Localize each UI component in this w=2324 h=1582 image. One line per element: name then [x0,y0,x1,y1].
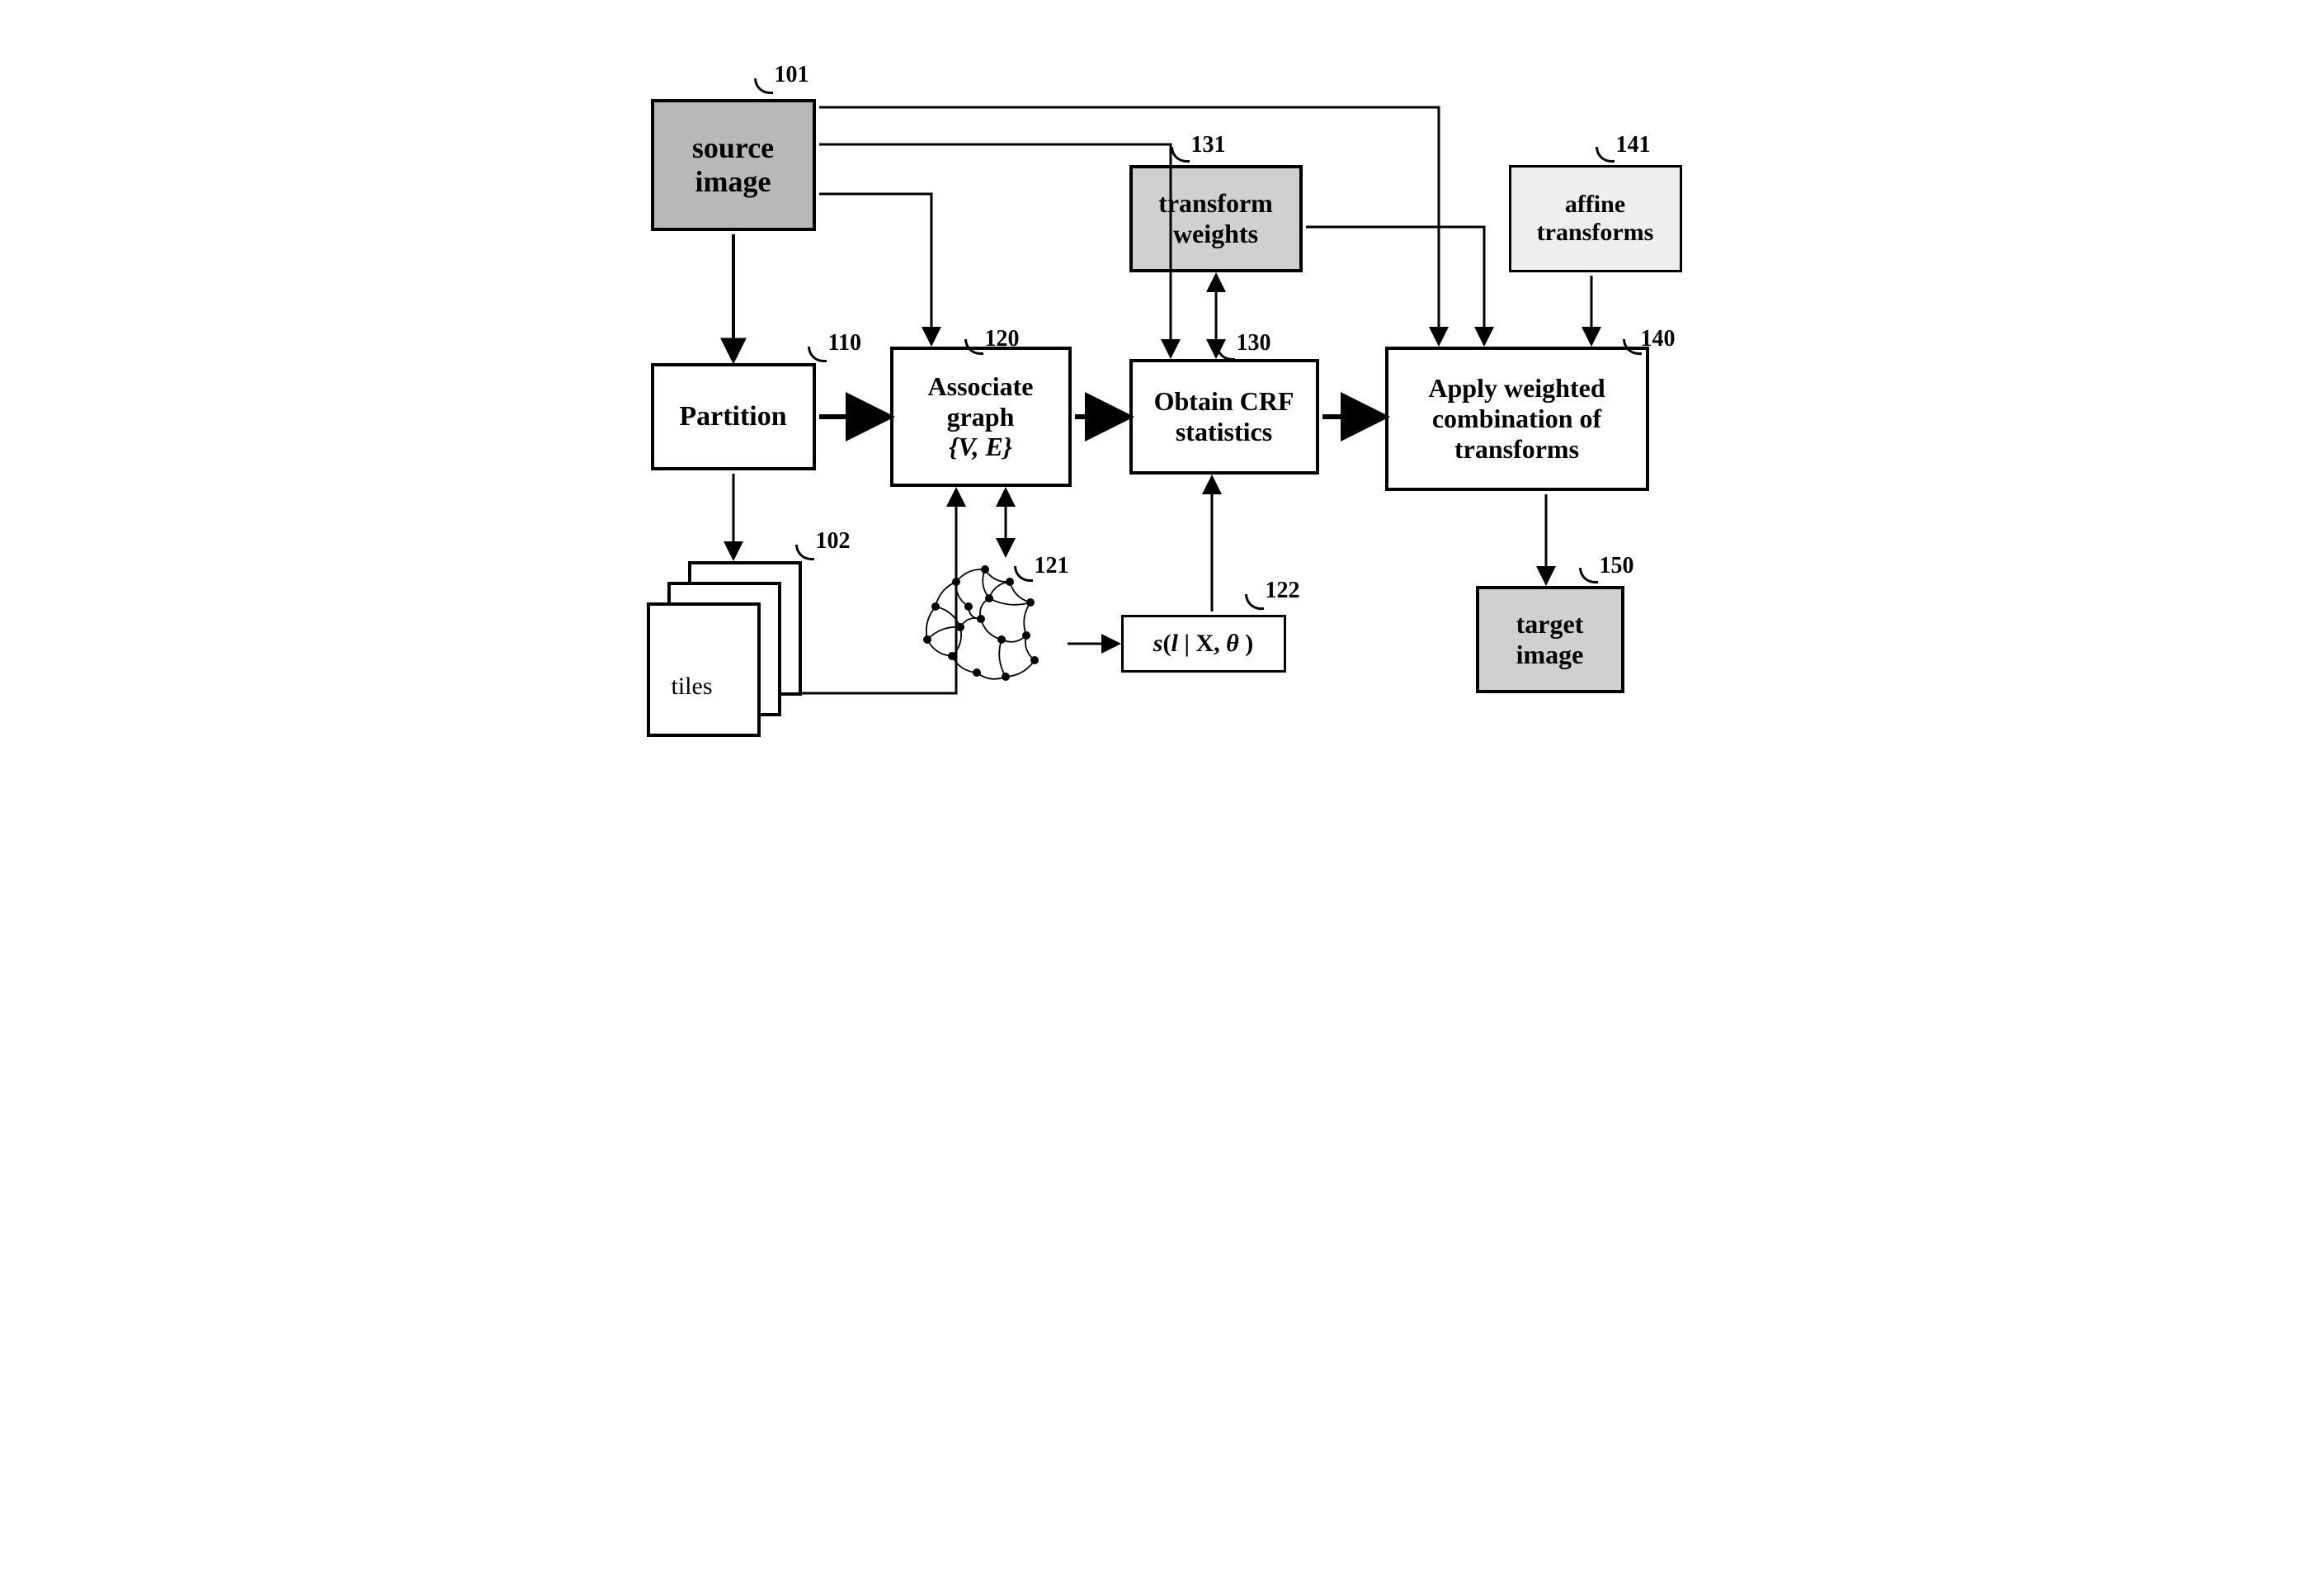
ref-leader [754,78,773,94]
node-tiles: tiles [647,561,804,734]
node-label: s(l | X, θ ) [1153,630,1253,659]
node-apply-weighted: Apply weightedcombination oftransforms [1385,347,1649,491]
ref-leader [1245,594,1264,610]
node-label: Obtain CRFstatistics [1154,386,1294,447]
ref-140: 140 [1641,326,1676,352]
ref-131: 131 [1191,132,1226,158]
node-label: transformweights [1158,188,1273,249]
node-label: sourceimage [692,131,774,200]
node-transform-weights: transformweights [1129,165,1303,272]
node-score-fn: s(l | X, θ ) [1121,615,1286,673]
ref-122: 122 [1266,578,1300,604]
node-label: tiles [672,673,713,701]
node-partition: Partition [651,363,816,470]
ref-101: 101 [775,62,809,88]
node-label: Apply weightedcombination oftransforms [1428,373,1605,464]
node-affine-transforms: affinetransforms [1509,165,1682,272]
node-target-image: targetimage [1476,586,1624,693]
ref-110: 110 [828,330,861,357]
ref-leader [795,545,814,560]
node-label: Partition [679,400,786,432]
ref-121: 121 [1035,553,1069,579]
node-label: affinetransforms [1537,191,1654,248]
ref-leader [1171,147,1190,163]
graph-glyph [907,561,1063,701]
ref-102: 102 [816,528,851,555]
node-obtain-crf: Obtain CRFstatistics [1129,359,1319,475]
node-source-image: sourceimage [651,99,816,231]
ref-141: 141 [1616,132,1651,158]
ref-leader [1579,568,1598,583]
node-associate-graph: Associategraph{V, E} [890,347,1072,487]
ref-120: 120 [985,326,1020,352]
node-label: Associategraph{V, E} [928,371,1034,462]
node-label: targetimage [1516,609,1584,670]
ref-leader [1596,147,1615,163]
ref-150: 150 [1600,553,1634,579]
ref-130: 130 [1237,330,1271,357]
diagram-canvas: sourceimage Partition tiles Associategra… [585,0,1740,792]
ref-leader [808,347,827,362]
